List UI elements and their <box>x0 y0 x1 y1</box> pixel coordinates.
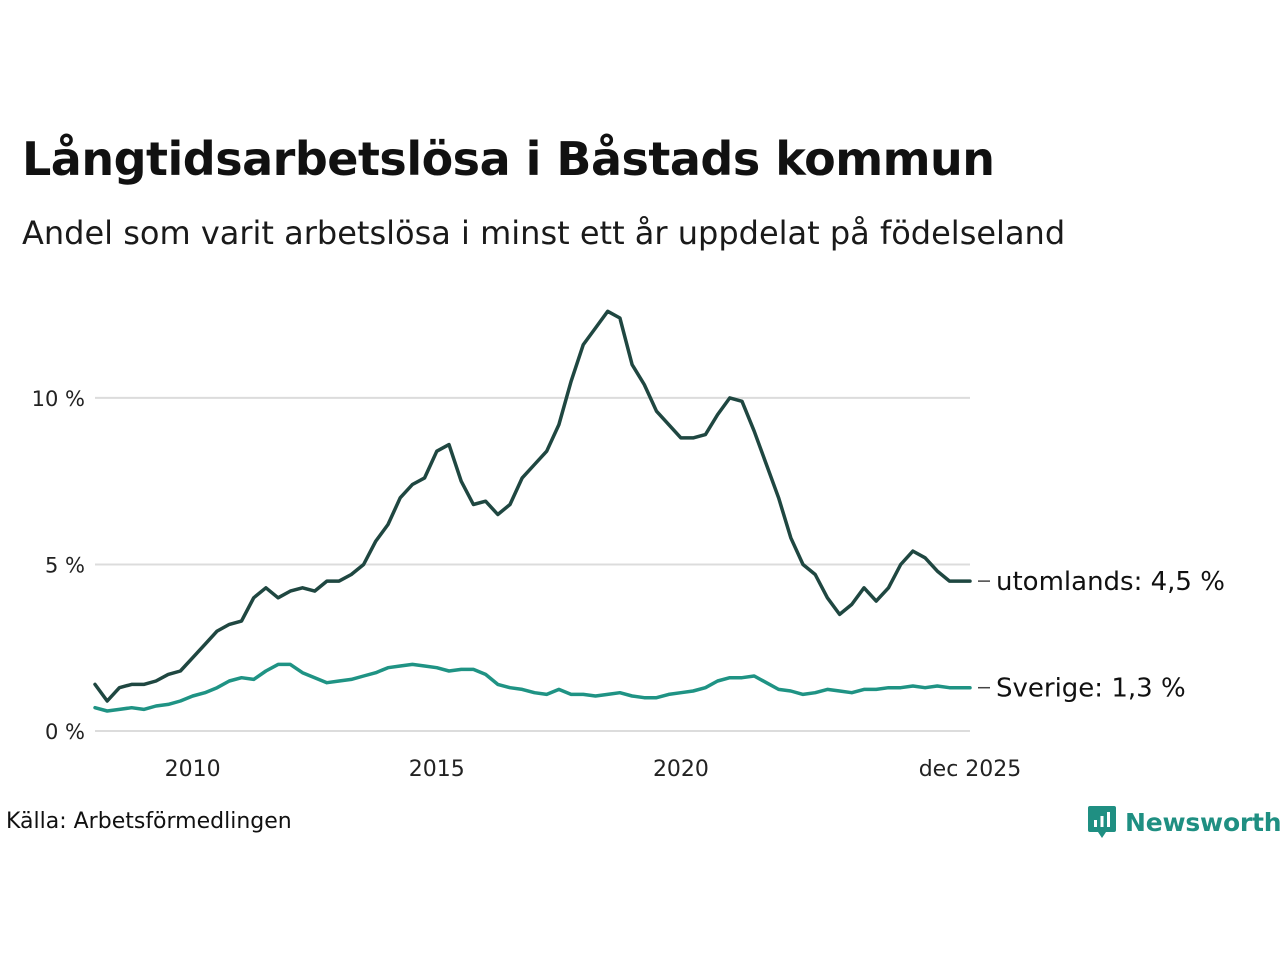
newsworthy-logo-icon <box>1088 806 1116 838</box>
end-label-sverige: Sverige: 1,3 % <box>996 674 1186 704</box>
chart-subtitle: Andel som varit arbetslösa i minst ett å… <box>22 214 1066 252</box>
y-tick-label: 0 % <box>45 720 85 744</box>
end-label-utomlands: utomlands: 4,5 % <box>996 567 1225 597</box>
source-note: Källa: Arbetsförmedlingen <box>6 809 292 834</box>
y-axis-ticks: 0 % 5 % 10 % <box>32 387 85 744</box>
series-line-sverige <box>93 662 972 713</box>
y-tick-label: 5 % <box>45 553 85 577</box>
brand-name: Newsworthy <box>1125 807 1280 837</box>
y-tick-label: 10 % <box>32 387 85 411</box>
brand-logo[interactable]: Newsworthy <box>1087 804 1280 840</box>
x-tick-label: dec 2025 <box>919 757 1022 782</box>
end-labels: utomlands: 4,5 % Sverige: 1,3 % <box>978 567 1225 704</box>
gridlines <box>95 396 970 732</box>
x-tick-label: 2015 <box>409 757 465 782</box>
x-axis-ticks: 2010 2015 2020 dec 2025 <box>165 757 1022 782</box>
series-lines <box>93 309 972 713</box>
x-tick-label: 2010 <box>165 757 221 782</box>
chart-title: Långtidsarbetslösa i Båstads kommun <box>22 132 995 186</box>
series-line-utomlands <box>93 309 972 703</box>
x-tick-label: 2020 <box>653 757 709 782</box>
